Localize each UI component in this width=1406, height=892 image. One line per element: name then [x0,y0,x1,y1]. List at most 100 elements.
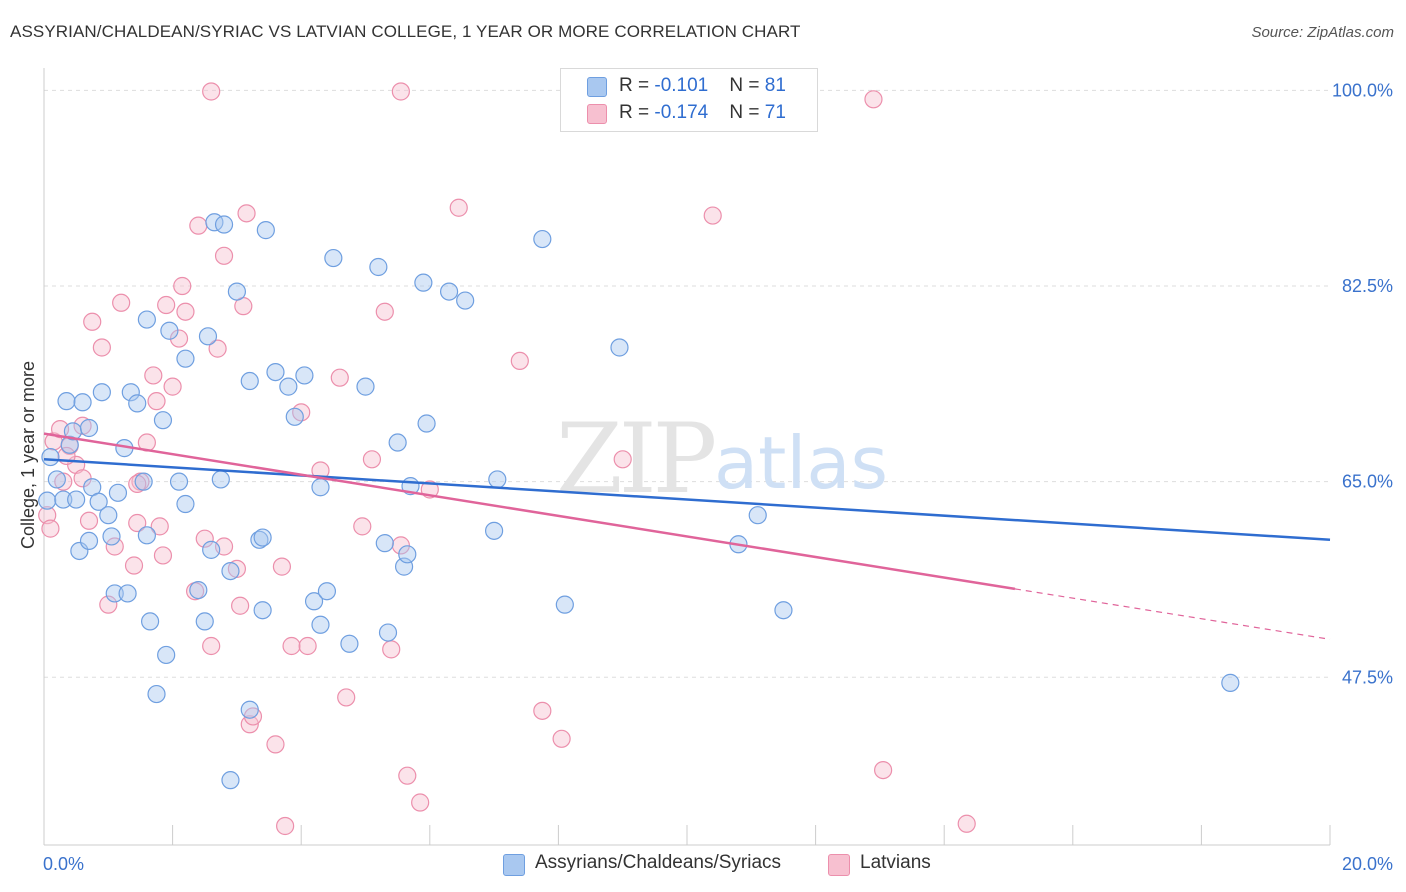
assyrians-point [311,615,330,634]
latvians-point [391,536,410,555]
assyrians-point [195,612,214,631]
y-tick-label: 65.0% [1342,472,1393,492]
assyrians-point [356,377,375,396]
assyrians-point [485,521,504,540]
assyrians-point [221,561,240,581]
source-label: Source: ZipAtlas.com [1251,24,1394,41]
latvians-point [552,729,571,748]
bottom-legend-label: Assyrians/Chaldeans/Syriacs [535,852,782,873]
latvians-point [449,198,468,217]
legend-n-value: 71 [764,102,786,123]
assyrians-point [456,291,475,310]
assyrians-point [108,483,128,502]
legend-swatch-blue [587,77,607,97]
assyrians-point [398,545,417,564]
assyrians-point [153,411,173,430]
assyrians-point [118,584,137,603]
assyrians-point [41,447,60,467]
assyrians-point [128,394,147,413]
latvians-point [613,450,632,469]
assyrians-point [176,494,195,514]
latvians-point [353,517,372,536]
y-tick-label: 82.5% [1342,276,1393,296]
latvians-point [276,816,295,836]
latvians-point [337,688,356,707]
assyrians-point [240,700,259,719]
latvians-point [266,735,285,754]
latvians-point [202,636,221,656]
watermark-zip: ZIP [556,403,715,515]
assyrians-point [147,684,166,704]
trendlines [43,432,1331,640]
assyrians-point [488,470,507,489]
assyrians-point [79,531,99,551]
axes [43,68,1331,846]
assyrians-point [176,349,195,368]
assyrians-point [324,248,343,268]
assyrians-point [73,393,92,412]
assyrians-point [304,592,324,611]
assyrians-point [311,478,330,497]
legend-swatch-pink [587,104,607,124]
chart-title: ASSYRIAN/CHALDEAN/SYRIAC VS LATVIAN COLL… [10,22,801,41]
assyrians-points [38,213,1240,790]
y-tick-labels: 47.5% 65.0% 82.5% 100.0% [1332,80,1393,687]
latvians-point [124,556,144,575]
latvians-point [398,766,417,785]
assyrians-point [121,383,140,402]
assyrians-point [295,366,314,385]
x-tick-labels: 0.0% 20.0% [43,854,1393,874]
assyrians-point [189,580,208,600]
assyrians-point [414,273,433,292]
assyrians-point [388,433,407,452]
watermark: ZIP atlas [556,403,888,515]
assyrians-point [340,634,359,653]
assyrians-point [99,506,118,525]
assyrians-point [79,418,99,438]
assyrians-point [533,229,552,249]
latvians-point [874,760,893,780]
latvians-point [147,392,166,411]
assyrians-point [555,595,574,614]
latvians-point [128,513,147,533]
watermark-atlas: atlas [714,421,888,505]
latvians-point [99,595,118,614]
latvians-point [411,793,430,812]
assyrians-point [317,582,337,601]
x-tick-label: 0.0% [43,854,84,874]
assyrians-point [211,470,230,489]
latvians-point [391,82,410,101]
latvians-point [189,216,208,235]
assyrians-point [54,490,73,509]
latvians-trendline [43,432,1016,591]
assyrians-point [160,321,179,340]
legend-n-value: 81 [764,75,786,96]
assyrians-point [202,540,221,559]
x-tick-label: 20.0% [1342,854,1393,874]
assyrians-point [60,435,79,454]
assyrians-point [378,623,398,642]
latvians-point [282,636,301,656]
assyrians-point [227,282,246,301]
latvians-point [864,90,883,109]
latvians-point [144,366,163,385]
latvians-point [195,529,214,548]
assyrians-point [89,492,108,511]
assyrians-point [253,528,272,547]
latvians-point [79,511,99,530]
assyrians-point [67,490,86,509]
bottom-legend-swatch-pink [828,854,850,876]
legend-n-label: N = [729,75,765,96]
latvians-point [173,276,192,296]
latvians-point [38,506,57,525]
legend-r-label: R = [619,75,655,96]
latvians-point [83,312,102,331]
assyrians-point [105,584,124,603]
grid-lines [44,89,1330,678]
latvians-point [510,351,529,371]
assyrians-point [240,371,259,391]
legend-box: R = -0.101 N = 81 R = -0.174 N = 71 [560,68,818,132]
assyrians-point [266,362,285,382]
assyrians-point [439,282,459,301]
